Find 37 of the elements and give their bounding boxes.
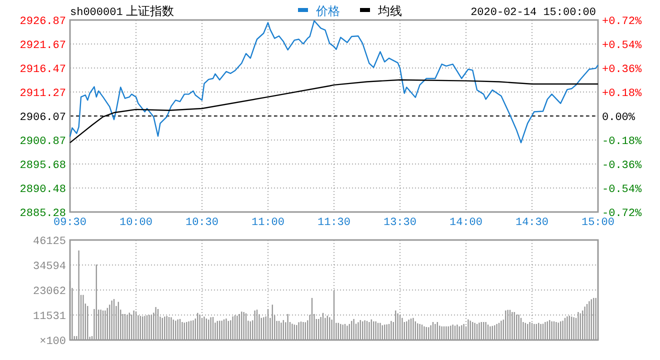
y-tick-label: 2921.67	[20, 40, 66, 52]
y-tick-label: 2926.87	[20, 16, 66, 28]
x-tick-label: 09:30	[53, 217, 87, 229]
line-series	[69, 79, 599, 144]
y-tick-label: 34594	[32, 261, 66, 273]
y-tick-label: 2916.47	[20, 64, 66, 76]
y-tick-label: 2895.68	[20, 160, 66, 172]
chart-subtitle: sh000001	[70, 7, 124, 19]
x-tick-label: 14:30	[515, 217, 549, 229]
x-tick-label: 14:00	[449, 217, 483, 229]
y2-tick-label: 0.00%	[602, 112, 636, 124]
x-tick-label: 11:30	[317, 217, 351, 229]
y2-tick-label: +0.18%	[602, 88, 642, 100]
legend-label: 价格	[315, 4, 340, 18]
line-series	[69, 20, 599, 144]
x-tick-label: 13:30	[383, 217, 417, 229]
y2-tick-label: +0.36%	[602, 64, 642, 76]
y2-tick-label: -0.36%	[602, 160, 642, 172]
x-tick-label: 10:00	[119, 217, 153, 229]
y-tick-label: 11531	[32, 311, 66, 323]
y-tick-label: 2890.48	[20, 184, 66, 196]
chart-title: 上证指数	[126, 4, 174, 18]
y2-tick-label: -0.54%	[602, 184, 642, 196]
x-tick-label: 15:00	[581, 217, 615, 229]
y-tick-label: 23062	[32, 286, 66, 298]
y2-tick-label: +0.54%	[602, 40, 642, 52]
y-tick-label: 2900.87	[20, 136, 66, 148]
y-axis-title: ×100	[40, 336, 66, 348]
text: 2020-02-14 15:00:00	[470, 7, 596, 19]
y-tick-label: 46125	[32, 236, 66, 248]
y-tick-label: 2911.27	[20, 88, 66, 100]
y2-tick-label: -0.18%	[602, 136, 642, 148]
x-tick-label: 10:30	[185, 217, 219, 229]
y2-tick-label: +0.72%	[602, 16, 642, 28]
x-tick-label: 11:00	[251, 217, 285, 229]
y-tick-label: 2906.07	[20, 112, 66, 124]
legend-label: 均线	[377, 4, 402, 18]
